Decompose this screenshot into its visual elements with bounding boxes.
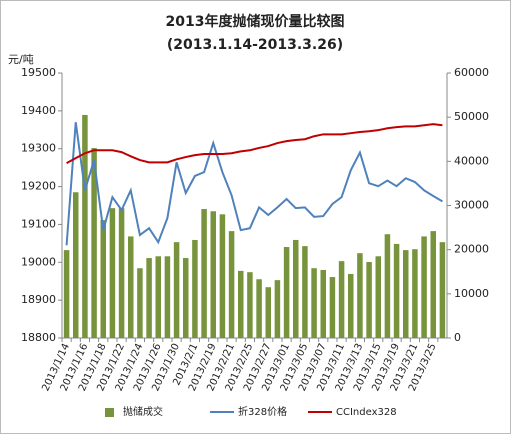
y2-tick-label: 60000	[454, 66, 489, 79]
legend-label: 折328价格	[238, 405, 287, 418]
y-tick-label: 19100	[21, 217, 56, 230]
bar	[366, 262, 372, 338]
bar	[100, 220, 106, 338]
bar	[210, 211, 216, 338]
bar	[311, 268, 317, 338]
y2-tick-label: 0	[454, 331, 461, 344]
bar	[439, 242, 446, 338]
y2-tick-label: 10000	[454, 287, 489, 300]
legend-label: 抛储成交	[123, 405, 163, 418]
y-axis-label: 元/吨	[8, 53, 34, 66]
bar	[91, 148, 97, 338]
legend-label: CCIndex328	[336, 407, 397, 418]
y-tick-label: 19500	[21, 66, 56, 79]
bar	[128, 236, 134, 338]
bar	[421, 236, 427, 338]
chart-title: 2013年度抛储现价量比较图	[166, 13, 345, 30]
bar	[274, 280, 281, 338]
bar	[320, 269, 326, 338]
bar	[109, 208, 116, 338]
bar	[183, 258, 189, 338]
y2-tick-label: 50000	[454, 110, 489, 123]
y-tick-label: 19200	[21, 180, 56, 193]
bar	[63, 250, 70, 338]
y2-tick-label: 20000	[454, 243, 489, 256]
y2-tick-label: 30000	[454, 199, 489, 212]
bar	[82, 114, 88, 338]
bar	[265, 287, 271, 338]
bar	[403, 250, 409, 338]
bar	[375, 256, 381, 338]
bar	[164, 256, 171, 338]
y-tick-label: 18900	[21, 293, 56, 306]
bar	[329, 277, 336, 338]
bar	[412, 249, 418, 338]
y2-tick-label: 40000	[454, 154, 489, 167]
bar	[384, 234, 391, 338]
bar	[137, 268, 143, 338]
bar	[338, 261, 345, 338]
bar	[302, 246, 308, 338]
bar	[118, 208, 125, 338]
y-tick-label: 19000	[21, 255, 56, 268]
line	[65, 122, 443, 246]
bar	[238, 270, 244, 338]
bar	[173, 242, 180, 338]
bar	[348, 273, 354, 338]
legend-swatch	[105, 408, 114, 417]
bar	[430, 231, 436, 338]
y-tick-label: 19400	[21, 104, 56, 117]
bar	[201, 209, 207, 338]
bar	[192, 239, 198, 338]
y-tick-label: 18800	[21, 331, 56, 344]
bar	[283, 247, 290, 338]
chart-subtitle: (2013.1.14-2013.3.26)	[167, 37, 343, 53]
bar	[219, 214, 226, 338]
bar	[256, 279, 262, 338]
bar	[73, 192, 79, 338]
line	[66, 123, 443, 164]
bar	[155, 256, 161, 338]
bar	[357, 253, 363, 338]
y-tick-label: 19300	[21, 142, 56, 155]
bar	[247, 272, 253, 338]
bar	[146, 258, 152, 338]
bar	[293, 239, 299, 338]
bar	[393, 243, 400, 338]
bar	[228, 231, 235, 338]
